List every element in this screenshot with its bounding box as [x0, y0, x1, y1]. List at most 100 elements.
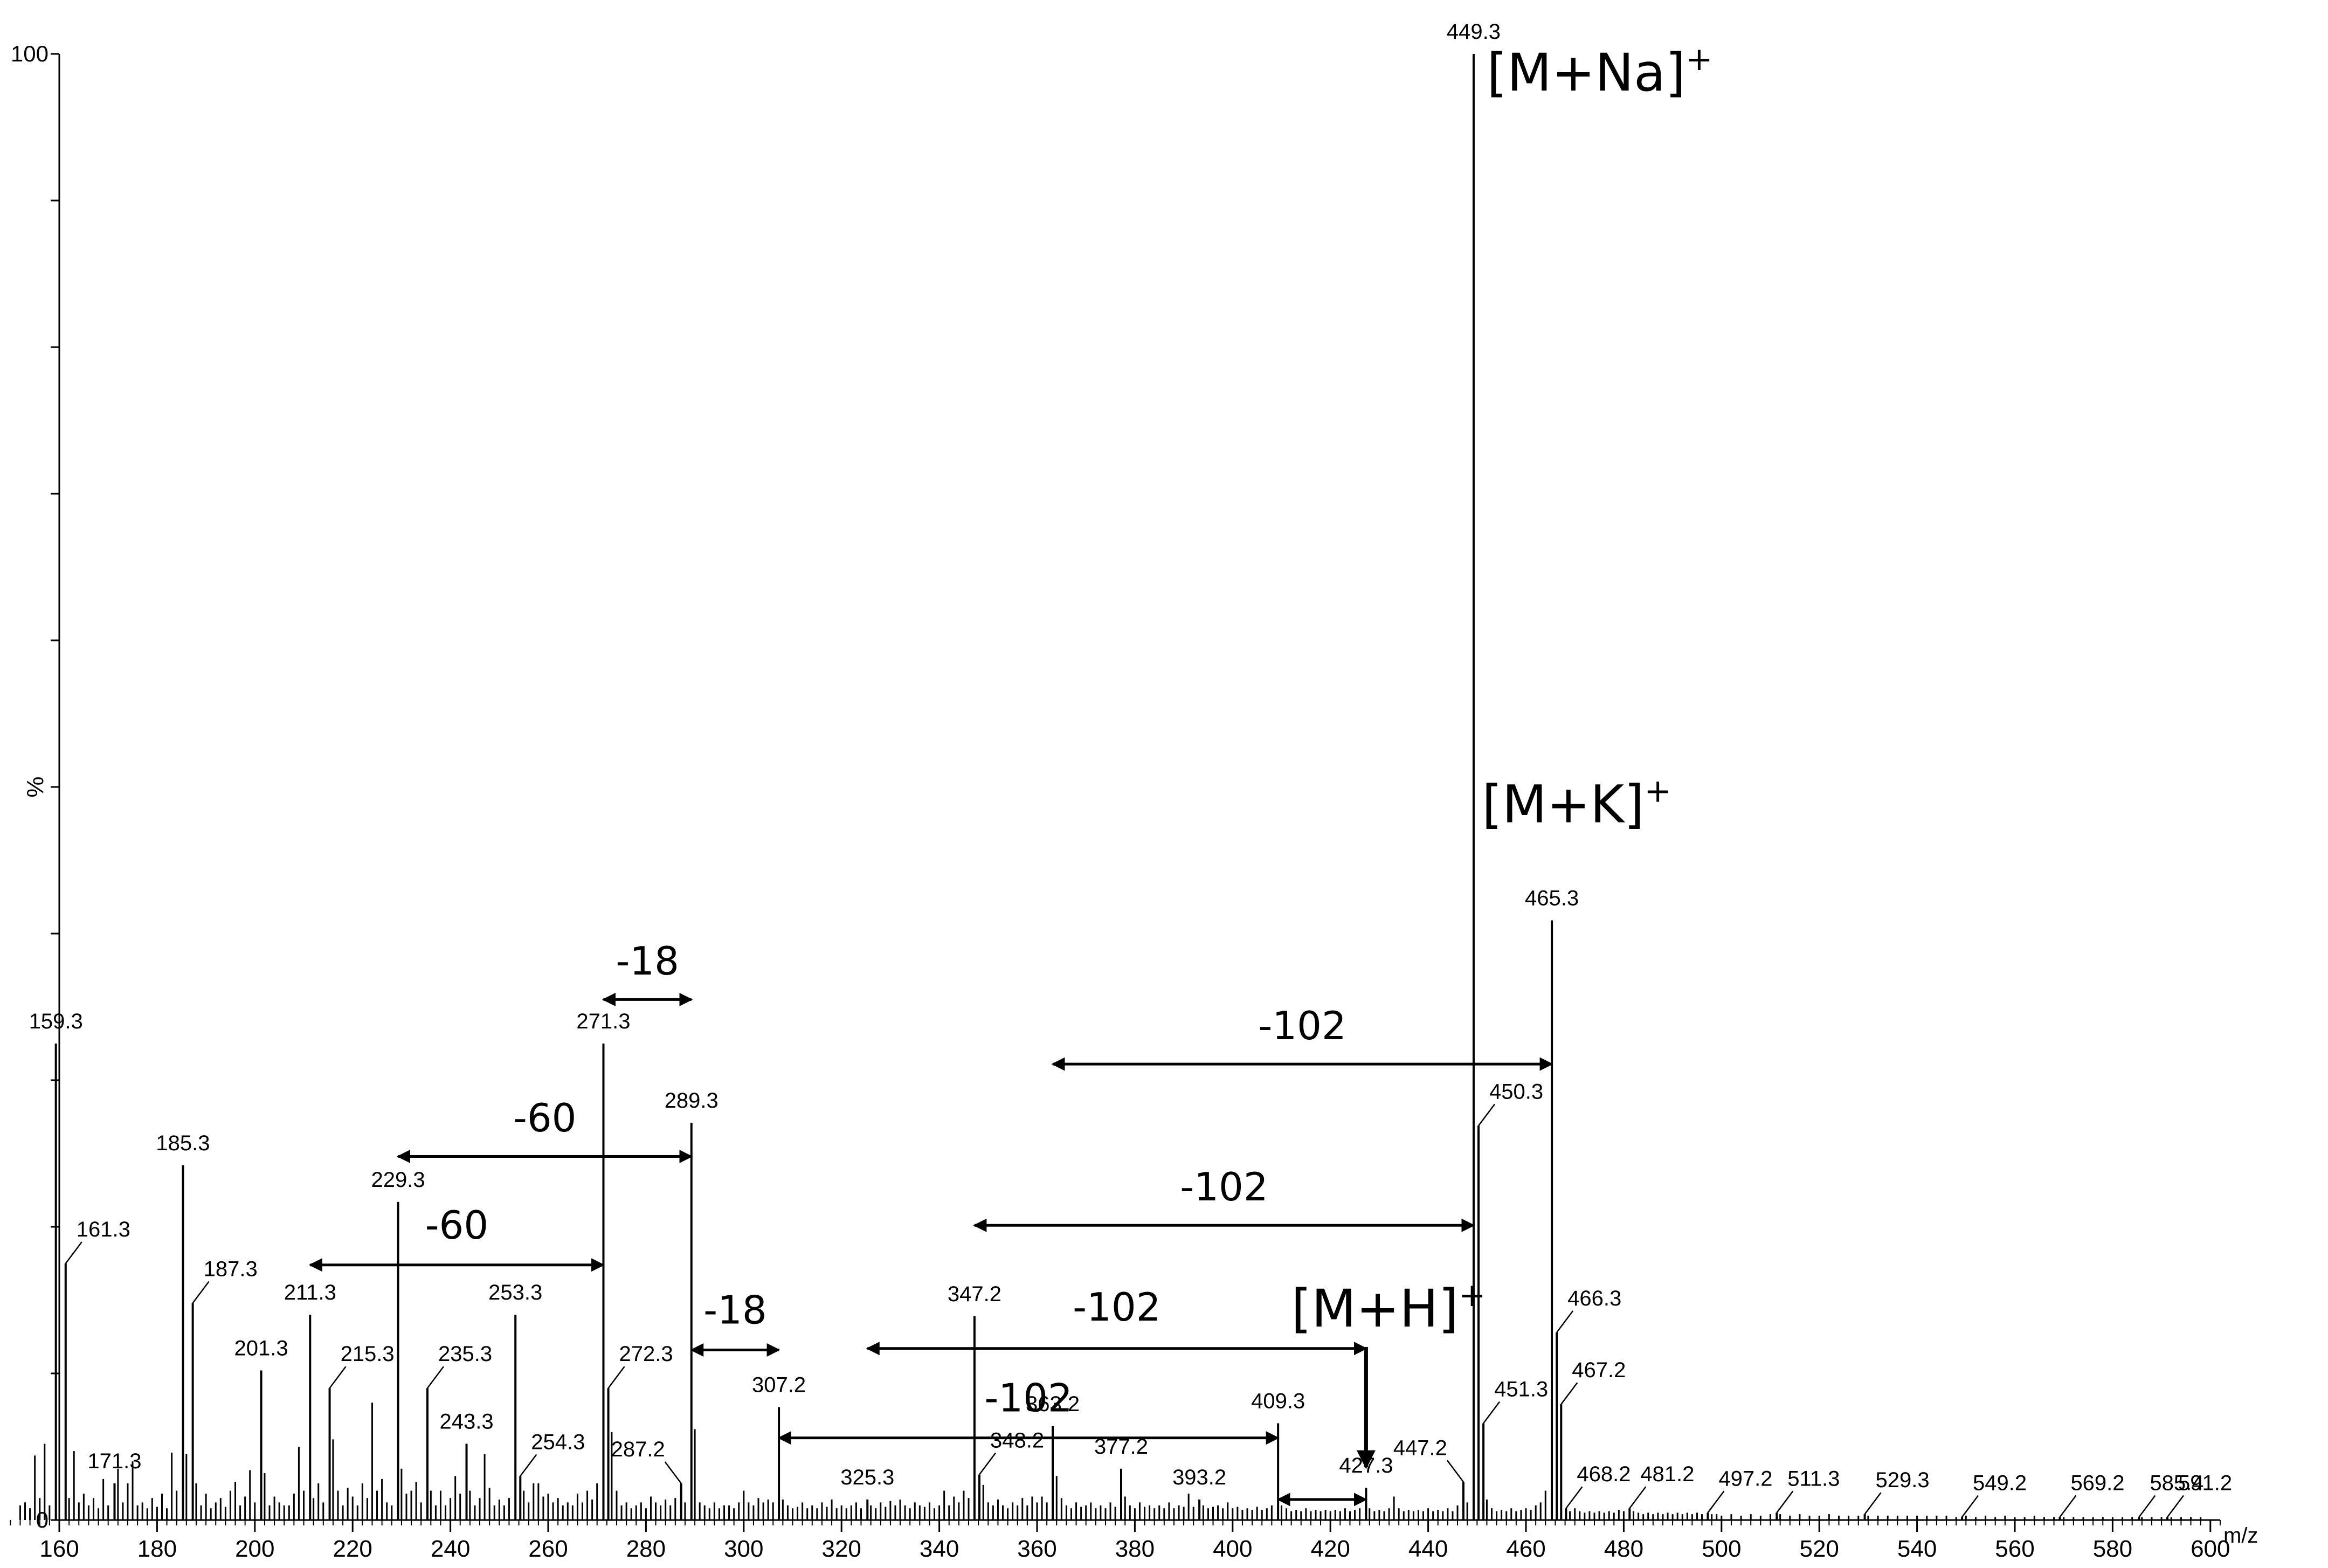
leader-line — [192, 1281, 210, 1304]
leader-line — [1446, 1460, 1464, 1483]
peak-label-235.3: 235.3 — [438, 1342, 492, 1366]
x-tick-label: 400 — [1213, 1536, 1252, 1562]
peak-label-549.2: 549.2 — [1973, 1472, 2027, 1495]
peak-label-271.3: 271.3 — [576, 1010, 630, 1033]
peak-label-211.3: 211.3 — [284, 1281, 336, 1304]
peak-label-272.3: 272.3 — [619, 1342, 673, 1366]
peak-label-229.3: 229.3 — [371, 1168, 425, 1192]
peak-labels: 159.3 161.3 171.3 185.3 187.3 201.3 211.3 215.3… — [29, 20, 2232, 1495]
x-tick-label: 600 — [2191, 1536, 2230, 1562]
x-tick-label: 460 — [1506, 1536, 1545, 1562]
peak-label-243.3: 243.3 — [439, 1410, 493, 1434]
x-tick-label: 240 — [431, 1536, 470, 1562]
leader-line — [664, 1461, 682, 1484]
peak-label-409.3: 409.3 — [1251, 1389, 1305, 1413]
peak-label-159.3: 159.3 — [29, 1010, 83, 1033]
leader-line — [1707, 1490, 1725, 1514]
y-axis-label: % — [22, 776, 49, 797]
peak-label-451.3: 451.3 — [1494, 1377, 1548, 1401]
ion-label: [M+Na]+ — [1487, 40, 1712, 103]
y-tick-label-bottom: 0 — [36, 1507, 49, 1532]
loss-label: -60 — [425, 1203, 489, 1248]
x-tick-label: 180 — [137, 1536, 177, 1562]
x-tick-label: 420 — [1310, 1536, 1350, 1562]
x-tick-label: 520 — [1799, 1536, 1839, 1562]
x-tick-label: 300 — [724, 1536, 763, 1562]
leader-line — [978, 1452, 996, 1475]
loss-label: -18 — [703, 1288, 767, 1333]
peak-label-254.3: 254.3 — [531, 1430, 585, 1454]
leader-line — [65, 1241, 82, 1264]
loss-arrows: -18 -60 -60 -18 -102 -102 -102 -102 — [308, 938, 1553, 1507]
leader-line — [520, 1454, 537, 1477]
peak-label-289.3: 289.3 — [665, 1089, 719, 1113]
label-leader-lines — [65, 1103, 2184, 1518]
y-tick-label-top: 100 — [11, 41, 49, 66]
leader-line — [607, 1366, 625, 1389]
leader-line — [1776, 1490, 1794, 1514]
leader-line — [1565, 1486, 1583, 1509]
ion-label: [M+H]+ — [1291, 1276, 1486, 1339]
peak-label-481.2: 481.2 — [1640, 1462, 1694, 1486]
x-tick-label: 280 — [626, 1536, 666, 1562]
loss-label: -18 — [616, 938, 679, 984]
peak-label-468.2: 468.2 — [1577, 1462, 1631, 1486]
x-tick-label: 360 — [1017, 1536, 1056, 1562]
peak-label-569.2: 569.2 — [2070, 1472, 2124, 1495]
axes: 100 0% 160 180 200 220 240 260 280 300 320 340 360 38… — [10, 41, 2258, 1562]
x-axis-label: m/z — [2223, 1524, 2258, 1548]
peak-label-201.3: 201.3 — [234, 1337, 288, 1360]
leader-line — [1961, 1495, 1979, 1518]
peak-label-466.3: 466.3 — [1567, 1287, 1621, 1310]
peak-label-591.2: 591.2 — [2178, 1472, 2232, 1495]
loss-label: -102 — [1180, 1164, 1268, 1210]
ion-label: [M+K]+ — [1482, 772, 1671, 834]
peak-label-467.2: 467.2 — [1572, 1358, 1626, 1382]
ion-labels: [M+Na]+ [M+K]+ [M+H]+ — [1291, 40, 1713, 1339]
x-tick-label: 440 — [1408, 1536, 1448, 1562]
x-tick-label: 200 — [235, 1536, 274, 1562]
leader-line — [329, 1366, 347, 1389]
x-tick-label: 540 — [1897, 1536, 1937, 1562]
peak-label-529.3: 529.3 — [1876, 1468, 1930, 1492]
peak-label-347.2: 347.2 — [948, 1282, 1001, 1306]
peak-label-497.2: 497.2 — [1718, 1467, 1772, 1490]
peak-label-161.3: 161.3 — [77, 1218, 130, 1241]
peak-label-171.3: 171.3 — [87, 1449, 141, 1473]
leader-line — [2059, 1495, 2077, 1518]
loss-label: -102 — [984, 1376, 1072, 1421]
peak-label-307.2: 307.2 — [752, 1373, 806, 1397]
peak-label-511.3: 511.3 — [1787, 1467, 1840, 1490]
peak-label-363.2: 363.2 — [1026, 1392, 1080, 1416]
leader-line — [2166, 1495, 2184, 1518]
leader-line — [1560, 1382, 1578, 1405]
peak-label-253.3: 253.3 — [488, 1281, 542, 1304]
peak-label-393.2: 393.2 — [1172, 1466, 1226, 1489]
x-tick-label: 320 — [821, 1536, 861, 1562]
peak-label-185.3: 185.3 — [156, 1131, 210, 1155]
peak-label-447.2: 447.2 — [1393, 1436, 1447, 1460]
leader-line — [1478, 1103, 1496, 1127]
loss-label: -60 — [513, 1095, 577, 1141]
leader-line — [1629, 1486, 1647, 1509]
x-tick-label: 260 — [528, 1536, 568, 1562]
x-tick-label: 580 — [2093, 1536, 2132, 1562]
x-tick-label: 560 — [1995, 1536, 2034, 1562]
peak-label-325.3: 325.3 — [840, 1466, 894, 1489]
peak-label-215.3: 215.3 — [341, 1342, 395, 1366]
x-tick-label: 220 — [333, 1536, 372, 1562]
x-tick-label: 340 — [920, 1536, 959, 1562]
leader-line — [2138, 1495, 2156, 1518]
loss-label: -102 — [1073, 1284, 1160, 1330]
leader-line — [426, 1366, 444, 1389]
peak-label-465.3: 465.3 — [1525, 887, 1579, 910]
leader-line — [1864, 1492, 1882, 1515]
peak-label-348.2: 348.2 — [990, 1429, 1044, 1453]
loss-label: -102 — [1258, 1003, 1346, 1048]
peak-series — [19, 54, 2202, 1520]
peak-label-450.3: 450.3 — [1489, 1080, 1543, 1103]
x-tick-label: 500 — [1702, 1536, 1741, 1562]
x-tick-label: 380 — [1115, 1536, 1155, 1562]
peak-label-287.2: 287.2 — [611, 1438, 665, 1461]
